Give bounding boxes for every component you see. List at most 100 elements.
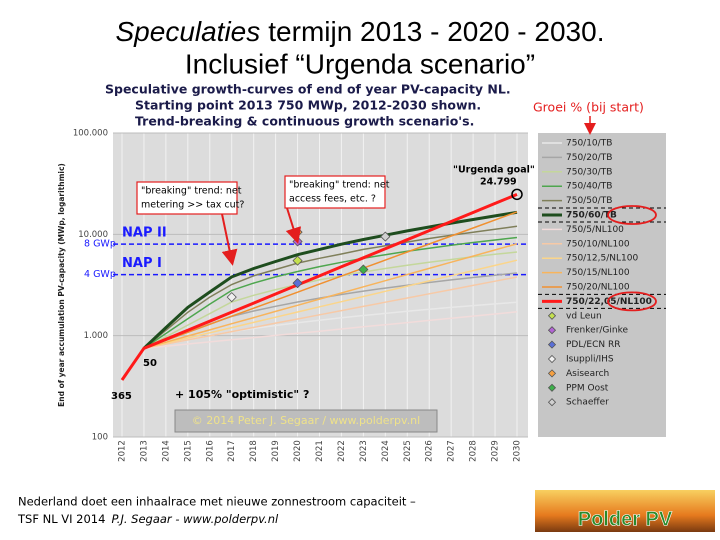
urgenda-circle — [511, 188, 523, 201]
highlight-circle — [607, 205, 657, 225]
reference-label: NAP II — [122, 226, 167, 241]
x-tick-label: 2027 — [447, 440, 457, 462]
x-tick-label: 2028 — [469, 440, 479, 462]
y-tick-label: 10.000 — [78, 230, 108, 240]
start-2012-label: 365 — [111, 391, 132, 402]
urgenda-label: "Urgenda goal" — [453, 165, 535, 176]
legend-swatch — [547, 369, 557, 378]
x-tick-label: 2018 — [249, 440, 259, 462]
annotation-box — [136, 181, 238, 215]
x-tick-label: 2026 — [425, 440, 435, 462]
annotation-arrow — [285, 207, 302, 244]
legend-swatch — [547, 398, 557, 407]
estimate-point — [292, 278, 303, 289]
x-tick-label: 2013 — [139, 440, 149, 462]
legend-label: 750/5/NL100 — [566, 225, 624, 235]
x-tick-label: 2023 — [359, 440, 369, 462]
legend-label: Isuppli/IHS — [566, 355, 614, 365]
legend-label: 750/10/NL100 — [566, 239, 630, 249]
x-tick-label: 2019 — [271, 440, 281, 462]
start-2013-label: 50 — [143, 358, 157, 369]
footer-line2: TSF NL VI 2014 P.J. Segaar - www.polderpv… — [17, 512, 279, 526]
copyright: © 2014 Peter J. Segaar / www.polderpv.nl — [192, 414, 420, 427]
estimate-point — [358, 264, 369, 275]
logo-text: Polder PV — [578, 508, 673, 530]
x-tick-label: 2020 — [293, 440, 303, 462]
growth-note: Groei % (bij start) — [533, 100, 644, 115]
title-rest: termijn 2013 - 2020 - 2030. — [268, 16, 604, 47]
chart-title: Speculative growth-curves of end of year… — [105, 82, 511, 97]
y-tick-label: 100.000 — [73, 129, 108, 139]
footer-author: P.J. Segaar - www.polderpv.nl — [111, 512, 279, 526]
x-tick-label: 2012 — [118, 440, 128, 462]
legend-label: 750/15/NL100 — [566, 268, 630, 278]
reference-value-label: 4 GWp — [84, 269, 116, 280]
legend-label: 750/30/TB — [566, 167, 612, 177]
y-tick-label: 100 — [92, 433, 108, 443]
series-line — [143, 311, 518, 350]
chart-subtitle: Starting point 2013 750 MWp, 2012-2030 s… — [135, 98, 481, 113]
series-line — [143, 243, 518, 350]
x-tick-label: 2025 — [403, 440, 413, 462]
y-axis-label: End of year accumulation PV-capacity (MW… — [57, 163, 66, 407]
legend-label: 750/10/TB — [566, 139, 612, 149]
optimistic-label: + 105% "optimistic" ? — [175, 388, 309, 401]
legend-label: Frenker/Ginke — [566, 326, 628, 336]
x-tick-label: 2024 — [381, 440, 391, 462]
estimate-point — [292, 255, 303, 266]
series-line — [143, 236, 518, 349]
legend-label: 750/12,5/NL100 — [566, 254, 638, 264]
annotation-box — [284, 175, 386, 209]
x-tick-label: 2029 — [491, 440, 501, 462]
x-tick-label: 2030 — [513, 440, 523, 462]
legend-label: PDL/ECN RR — [566, 340, 620, 350]
legend-swatch — [547, 311, 557, 320]
series-line — [143, 276, 518, 350]
highlight-circle — [607, 291, 657, 312]
series-line — [143, 259, 518, 350]
x-tick-label: 2016 — [205, 440, 215, 462]
legend-label: Schaeffer — [566, 398, 609, 408]
x-tick-label: 2017 — [227, 440, 237, 462]
estimate-point — [380, 231, 391, 242]
legend-swatch — [547, 326, 557, 335]
legend-label: Asisearch — [566, 369, 609, 379]
urgenda-value: 24.799 — [480, 177, 517, 188]
footer-event: TSF NL VI 2014 — [17, 512, 105, 526]
legend-label: vd Leun — [566, 311, 602, 321]
series-line — [142, 210, 518, 350]
y-tick-label: 1.000 — [84, 331, 108, 341]
series-line — [120, 193, 518, 381]
legend-swatch — [547, 383, 557, 392]
annotation-text: access fees, etc. ? — [289, 194, 376, 205]
legend-label: 750/20/NL100 — [566, 283, 630, 293]
legend-box — [538, 133, 666, 437]
x-tick-label: 2022 — [337, 440, 347, 462]
x-tick-label: 2014 — [161, 440, 171, 462]
legend-swatch — [547, 354, 557, 364]
slide-title: Speculaties termijn 2013 - 2020 - 2030. — [116, 16, 605, 47]
estimate-point — [226, 292, 237, 303]
legend-label: 750/22,05/NL100 — [566, 297, 652, 307]
title-italic: Speculaties — [116, 16, 261, 47]
legend-label: 750/50/TB — [566, 196, 612, 206]
chart-subtitle: Trend-breaking & continuous growth scena… — [135, 114, 474, 129]
x-tick-label: 2015 — [183, 440, 193, 462]
logo-bg — [535, 490, 715, 532]
footer-line1: Nederland doet een inhaalrace met nieuwe… — [18, 495, 416, 509]
legend-swatch — [547, 340, 557, 349]
annotation-text: "breaking" trend: net — [141, 186, 242, 197]
legend-label: 750/40/TB — [566, 182, 612, 192]
series-line — [143, 211, 518, 350]
reference-value-label: 8 GWp — [84, 239, 116, 250]
legend-label: 750/20/TB — [566, 153, 612, 163]
legend-label: 750/60/TB — [566, 211, 617, 221]
annotation-text: metering >> tax cut? — [141, 200, 244, 211]
series-line — [143, 251, 518, 349]
slide-title-2: Inclusief “Urgenda scenario” — [185, 48, 535, 79]
annotation-text: "breaking" trend: net — [289, 180, 390, 191]
x-tick-label: 2021 — [315, 440, 325, 462]
annotation-arrow — [221, 213, 238, 266]
copyright-box — [174, 409, 438, 433]
